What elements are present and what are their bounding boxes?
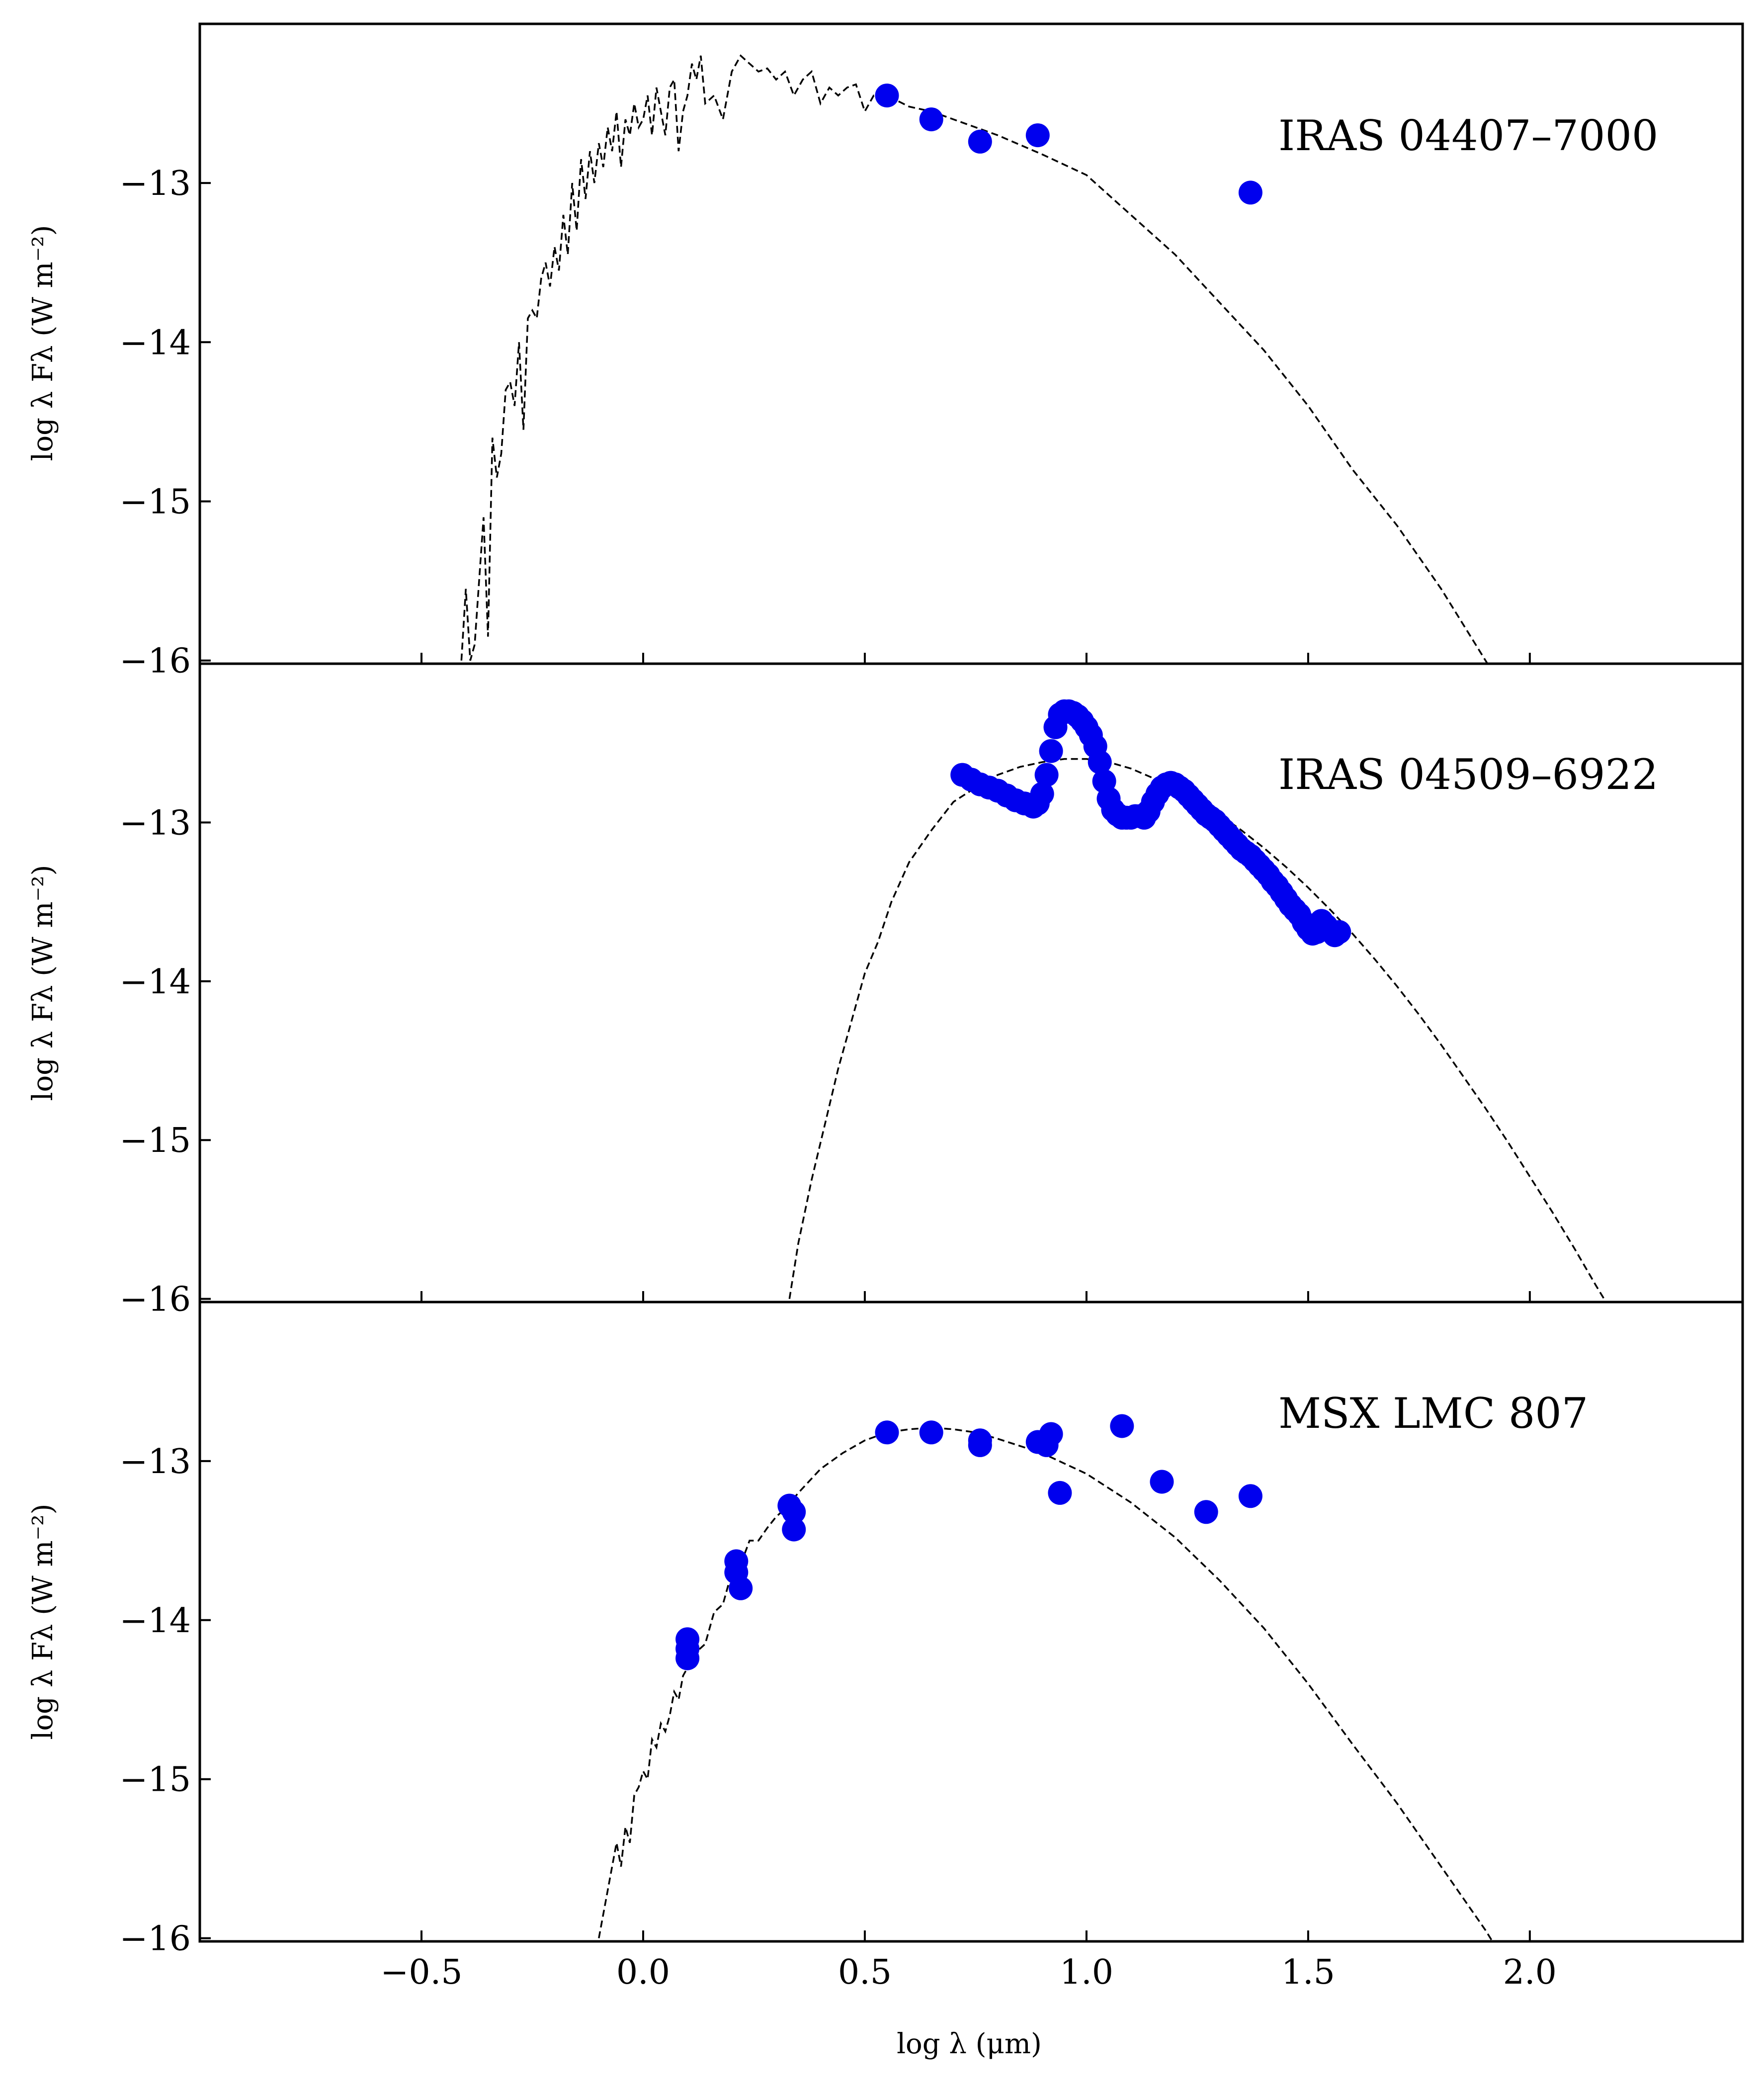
panel-3-series-layer xyxy=(598,1414,1494,1941)
panel-2-y-axis-label: log λ Fλ (W m⁻²) xyxy=(27,865,59,1101)
panel-1-ticks: −13 −14 −15 −16 xyxy=(119,164,1531,681)
panel-3-data-point xyxy=(729,1576,753,1600)
panel-1-data-point xyxy=(1025,123,1050,148)
panel-3-y-tick-label: −13 xyxy=(119,1442,191,1482)
panel-1-data-point xyxy=(875,84,899,108)
x-tick-label: 2.0 xyxy=(1503,1953,1557,1992)
panel-3-data-point xyxy=(1150,1470,1174,1494)
panel-2-data-point xyxy=(1039,739,1063,763)
panel-2-y-tick-label: −15 xyxy=(119,1121,191,1160)
panel-3-data-point xyxy=(875,1420,899,1445)
x-tick-label: 0.5 xyxy=(838,1953,892,1992)
panel-1-data-point xyxy=(968,129,992,154)
panel-1-series-layer xyxy=(460,54,1489,664)
panel-iras-04407: −13 −14 −15 −16 IRAS 04407–7000 log λ Fλ (W… xyxy=(27,22,1744,681)
panel-3-model-line xyxy=(598,1426,1494,1941)
panel-2-annotation: IRAS 04509–6922 xyxy=(1278,750,1658,799)
panel-3-y-tick-label: −16 xyxy=(119,1920,191,1959)
panel-3-data-point xyxy=(919,1420,943,1445)
panel-2-y-tick-label: −14 xyxy=(119,962,191,1002)
panel-1-data-point xyxy=(919,107,943,132)
panel-3-data-point xyxy=(1039,1422,1063,1446)
panel-3-ticks: −13 −14 −15 −16 −0.5 0.0 0.5 1.0 1.5 2.0 xyxy=(119,1442,1556,1992)
panel-1-data-point xyxy=(1238,180,1262,205)
panel-3-data-point xyxy=(782,1517,806,1542)
x-tick-label: 0.0 xyxy=(616,1953,670,1992)
panel-1-model-line xyxy=(460,54,1489,664)
x-tick-label: −0.5 xyxy=(380,1953,462,1992)
panel-2-model-line xyxy=(788,758,1607,1302)
panel-3-frame xyxy=(198,1301,1744,1943)
x-tick-label: 1.0 xyxy=(1060,1953,1113,1992)
panel-3-y-tick-label: −14 xyxy=(119,1601,191,1641)
x-axis-label: log λ (μm) xyxy=(897,2028,1042,2060)
panel-2-data-point xyxy=(1034,763,1059,787)
panel-1-y-tick-label: −14 xyxy=(119,323,191,362)
panel-2-y-tick-label: −16 xyxy=(119,1280,191,1319)
panel-3-y-tick-label: −15 xyxy=(119,1760,191,1800)
panel-3-annotation: MSX LMC 807 xyxy=(1278,1389,1588,1438)
panel-3-data-point xyxy=(968,1433,992,1457)
panel-3-y-axis-label: log λ Fλ (W m⁻²) xyxy=(27,1504,59,1740)
panel-msx-lmc-807: −13 −14 −15 −16 −0.5 0.0 0.5 1.0 1.5 2.0 MSX LMC … xyxy=(27,1301,1744,2060)
panel-2-ticks: −13 −14 −15 −16 xyxy=(119,803,1531,1319)
panel-1-y-tick-label: −15 xyxy=(119,482,191,522)
panel-3-data-point xyxy=(782,1500,806,1524)
x-tick-label: 1.5 xyxy=(1281,1953,1335,1992)
panel-2-series-layer xyxy=(788,699,1607,1302)
panel-1-y-axis-label: log λ Fλ (W m⁻²) xyxy=(27,225,59,461)
panel-iras-04509: −13 −14 −15 −16 IRAS 04509–6922 log λ Fλ (W… xyxy=(27,662,1744,1319)
panel-2-y-tick-label: −13 xyxy=(119,803,191,843)
panel-1-annotation: IRAS 04407–7000 xyxy=(1278,111,1658,160)
panel-3-data-point xyxy=(1048,1481,1072,1505)
panel-2-data-point xyxy=(1327,920,1351,944)
panel-2-data-point xyxy=(1088,750,1112,774)
panel-3-data-point xyxy=(1194,1500,1218,1524)
panel-1-y-tick-label: −13 xyxy=(119,164,191,203)
panel-2-data-point xyxy=(1030,782,1054,806)
panel-3-data-point xyxy=(675,1646,700,1670)
panel-3-data-point xyxy=(1110,1414,1134,1438)
panel-3-data-point xyxy=(1238,1484,1262,1508)
panel-1-y-tick-label: −16 xyxy=(119,642,191,681)
